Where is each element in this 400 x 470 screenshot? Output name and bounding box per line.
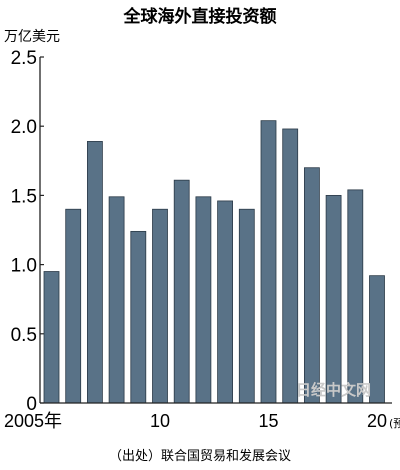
y-tick-label: 1.0 <box>11 256 37 277</box>
y-tick-label: 2.0 <box>11 117 37 138</box>
bar-2005 <box>43 271 60 404</box>
bar-2016 <box>282 128 299 404</box>
bar-2006 <box>65 208 82 404</box>
bar-2014 <box>238 208 255 404</box>
bars <box>43 120 385 404</box>
bar-2008 <box>108 196 125 404</box>
bar-2011 <box>173 179 190 404</box>
bar-2012 <box>195 196 212 404</box>
bar-2017 <box>303 167 320 404</box>
bar-2007 <box>87 141 103 404</box>
x-tick-label: 10 <box>150 411 170 431</box>
bar-2018 <box>325 194 342 404</box>
unit-label: 万亿美元 <box>4 29 60 45</box>
bar-2009 <box>130 230 147 404</box>
x-tick-label: 20 <box>367 411 387 431</box>
bar-2015 <box>260 120 277 404</box>
x-axis-ticks: 2005年 10 15 20 <box>4 411 387 431</box>
source-note: （出处）联合国贸易和发展会议 <box>109 448 291 464</box>
chart-title: 全球海外直接投资额 <box>123 6 277 27</box>
y-axis-ticks: 0 0.5 1.0 1.5 2.0 2.5 <box>11 48 44 415</box>
bar-2020 <box>369 275 385 404</box>
y-tick-label: 2.5 <box>11 48 37 69</box>
y-tick-label: 0.5 <box>11 325 37 346</box>
y-tick-label: 1.5 <box>11 186 37 207</box>
forecast-note: (预) <box>389 417 400 430</box>
y-tick-label: 0 <box>26 394 37 415</box>
bar-2019 <box>347 189 364 404</box>
x-tick-label: 2005年 <box>4 411 62 431</box>
watermark: 日经中文网 <box>296 381 371 399</box>
bar-2013 <box>217 200 234 404</box>
bar-2010 <box>152 208 168 404</box>
x-tick-label: 15 <box>258 411 278 431</box>
